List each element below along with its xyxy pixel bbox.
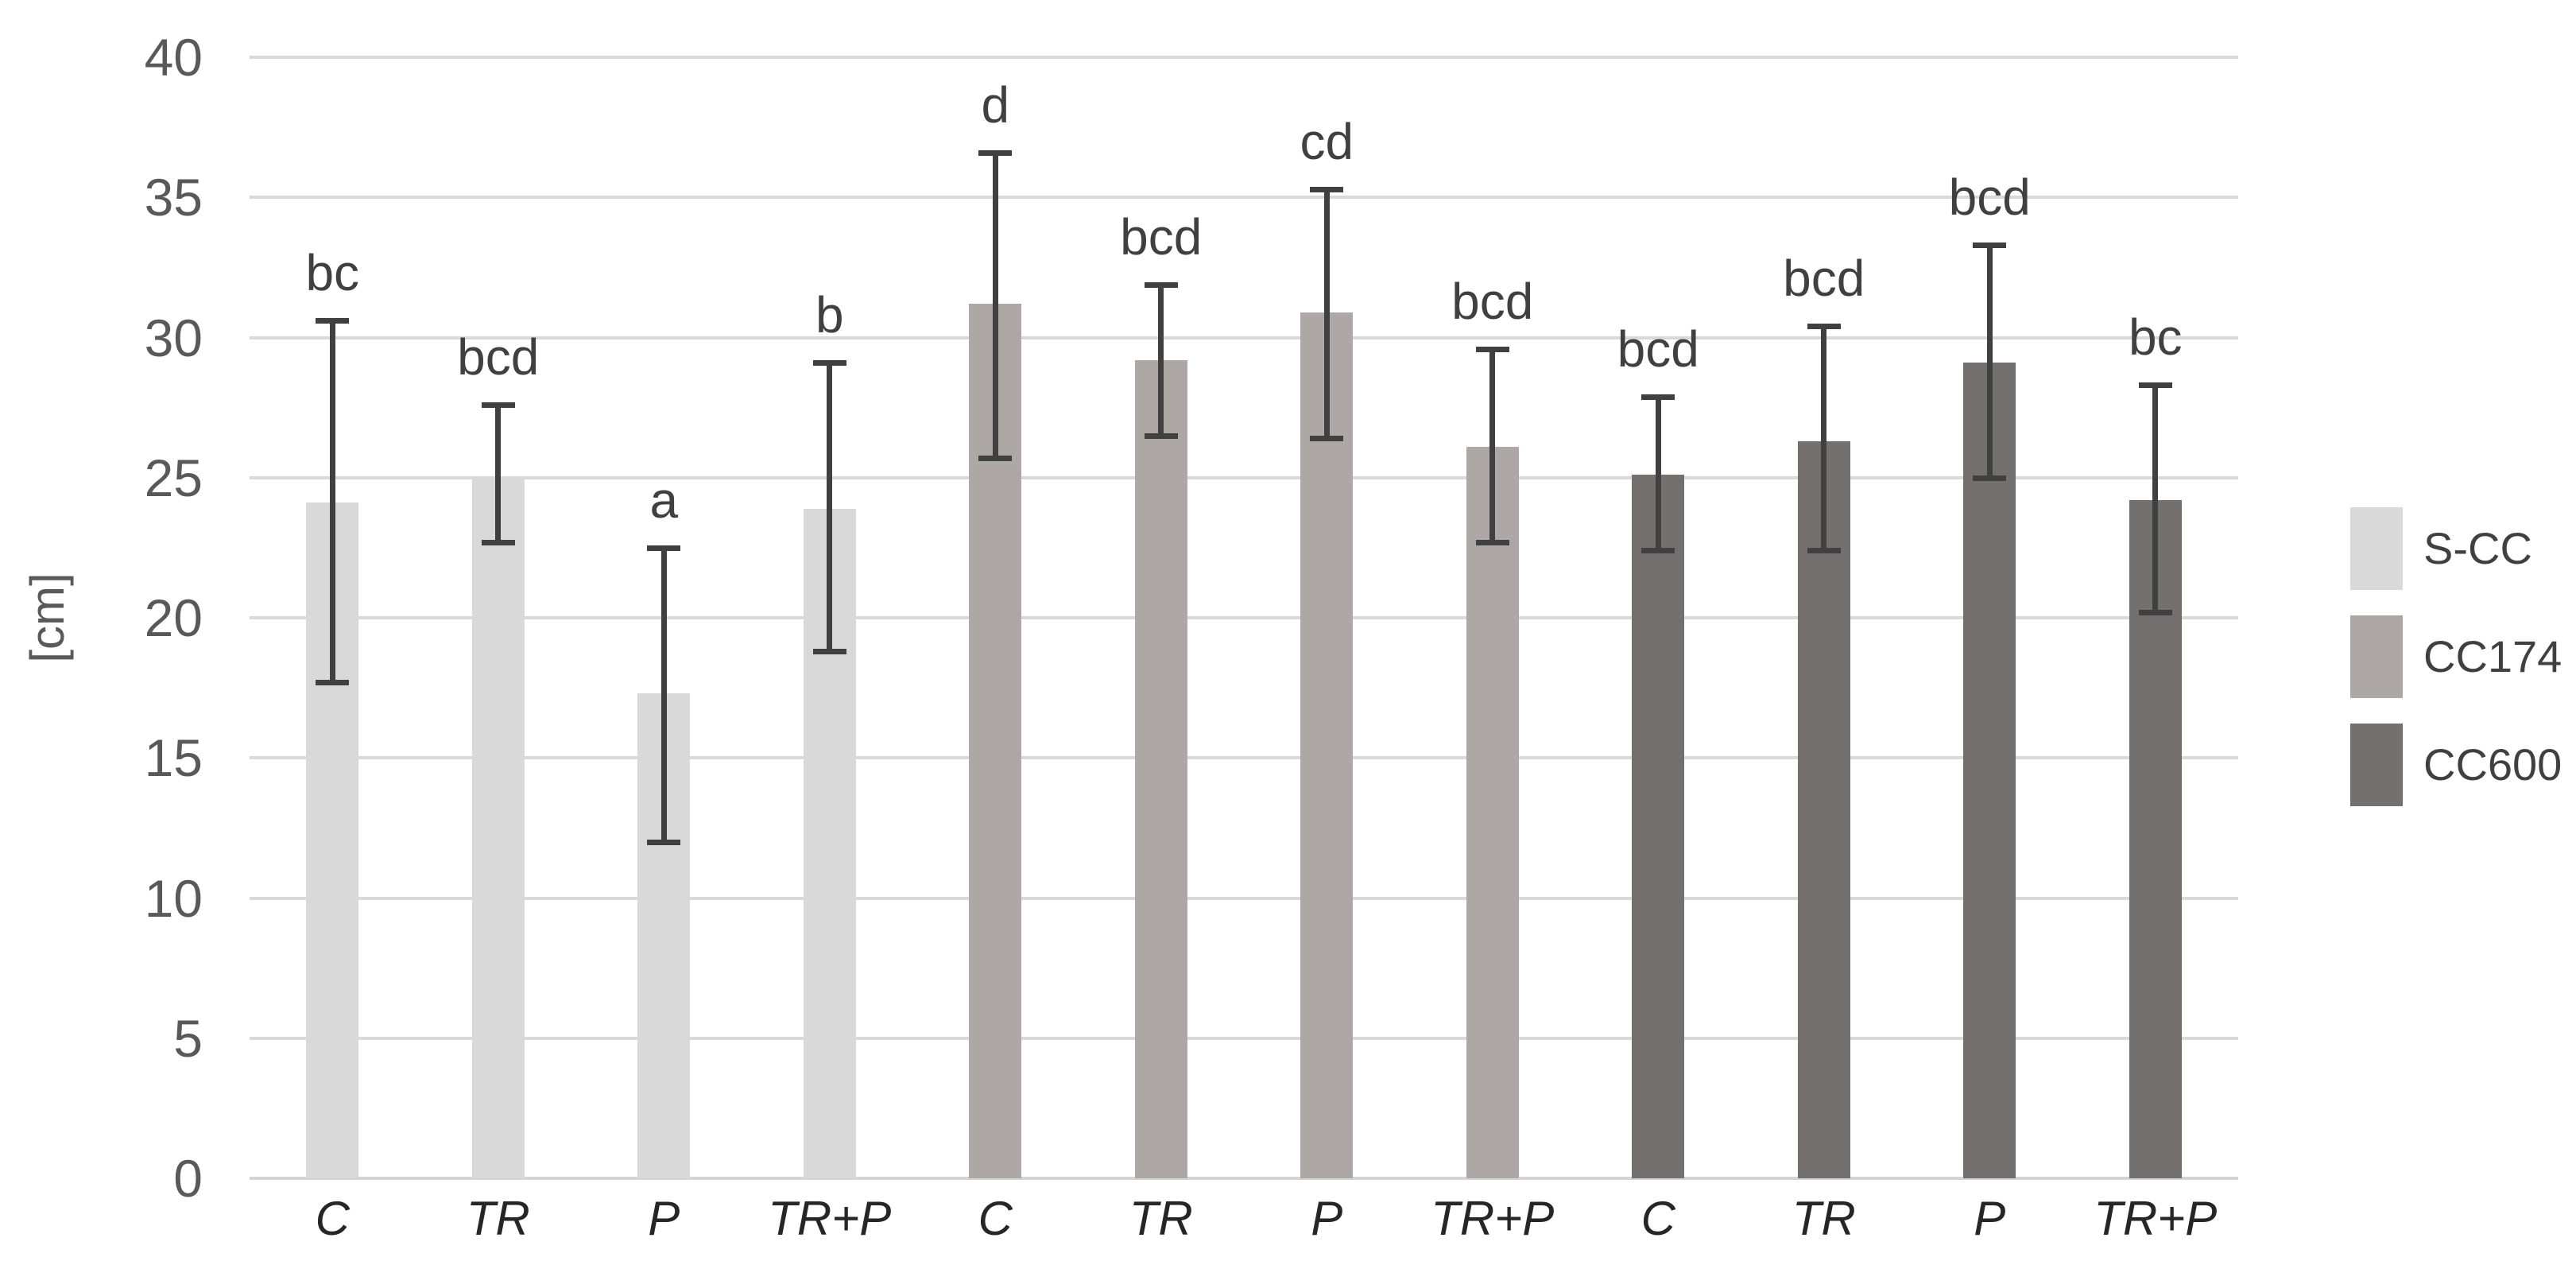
error-bar-bottom-cap	[1973, 475, 2007, 481]
legend-item-S-CC: S-CC	[2350, 506, 2562, 591]
y-tick-label: 35	[144, 168, 203, 227]
error-bar	[827, 363, 833, 652]
gridline	[250, 756, 2238, 760]
y-tick-label: 5	[173, 1008, 203, 1068]
error-bar-bottom-cap	[2138, 609, 2172, 615]
x-category-label: C	[978, 1192, 1013, 1245]
x-category-label: C	[1641, 1192, 1675, 1245]
gridline	[250, 336, 2238, 340]
error-bar-bottom-cap	[481, 539, 515, 545]
error-bar-bottom-cap	[647, 840, 681, 845]
error-bar	[1821, 326, 1827, 551]
bar-CC600-P	[1963, 363, 2016, 1178]
error-bar-bottom-cap	[316, 680, 350, 686]
error-bar-top-cap	[978, 149, 1013, 156]
error-bar-top-cap	[1641, 394, 1675, 400]
bar-S-CC-TR	[471, 477, 525, 1178]
y-tick-label: 25	[144, 448, 203, 507]
x-category-label: TR	[1792, 1192, 1856, 1245]
error-bar-bottom-cap	[1641, 548, 1675, 554]
significance-letter: bcd	[457, 328, 540, 386]
legend-label: CC600	[2423, 739, 2562, 790]
error-bar	[1323, 188, 1330, 439]
significance-letter: bcd	[1451, 272, 1534, 330]
significance-letter: bc	[305, 244, 360, 302]
bar-CC600-C	[1632, 475, 1685, 1178]
significance-letter: bcd	[1948, 169, 2031, 227]
bar-CC174-P	[1300, 312, 1354, 1178]
x-category-label: C	[315, 1192, 350, 1245]
error-bar-top-cap	[1973, 242, 2007, 249]
error-bar	[495, 405, 502, 542]
x-category-label: P	[1974, 1192, 2006, 1245]
gridline	[250, 1036, 2238, 1040]
legend-swatch-icon	[2350, 615, 2403, 698]
significance-letter: a	[649, 471, 679, 529]
x-category-label: P	[1311, 1192, 1343, 1245]
error-bar	[660, 547, 667, 842]
gridline	[250, 196, 2238, 200]
significance-letter: bcd	[1783, 250, 1865, 308]
error-bar	[1489, 348, 1496, 542]
significance-letter: cd	[1300, 112, 1354, 170]
gridline	[250, 896, 2238, 900]
y-tick-label: 30	[144, 308, 203, 367]
bar-CC174-TR	[1134, 359, 1187, 1178]
significance-letter: bcd	[1120, 208, 1203, 266]
x-category-label: TR	[466, 1192, 530, 1245]
legend: S-CC CC174 CC600	[2350, 506, 2562, 807]
legend-swatch-icon	[2350, 724, 2403, 806]
error-bar-top-cap	[1310, 186, 1344, 192]
x-category-label: TR+P	[1431, 1192, 1555, 1245]
legend-item-CC600: CC600	[2350, 723, 2562, 807]
legend-label: CC174	[2423, 631, 2562, 681]
error-bar	[1158, 284, 1164, 436]
gridline	[250, 475, 2238, 479]
error-bar-top-cap	[1475, 346, 1509, 352]
legend-label: S-CC	[2423, 523, 2532, 573]
bar-CC600-TR	[1797, 440, 1850, 1178]
error-bar	[2152, 385, 2159, 612]
bar-CC174-TR+P	[1466, 446, 1519, 1178]
error-bar-bottom-cap	[1310, 436, 1344, 442]
error-bar	[1986, 245, 1993, 478]
error-bar-top-cap	[812, 360, 846, 367]
y-tick-label: 0	[173, 1149, 203, 1208]
error-bar-bottom-cap	[1475, 539, 1509, 545]
legend-swatch-icon	[2350, 507, 2403, 590]
significance-letter: b	[815, 286, 844, 344]
error-bar	[1655, 396, 1661, 551]
x-axis-line	[250, 1177, 2238, 1180]
x-category-label: TR+P	[2094, 1192, 2218, 1245]
x-category-label: P	[648, 1192, 680, 1245]
error-bar-bottom-cap	[978, 456, 1013, 462]
significance-letter: d	[981, 76, 1010, 134]
y-tick-label: 20	[144, 588, 203, 647]
error-bar-top-cap	[481, 402, 515, 409]
error-bar	[329, 320, 335, 683]
x-category-label: TR+P	[768, 1192, 892, 1245]
error-bar-top-cap	[647, 545, 681, 551]
legend-item-CC174: CC174	[2350, 615, 2562, 699]
error-bar-bottom-cap	[1807, 548, 1841, 554]
error-bar-top-cap	[2138, 382, 2172, 389]
error-bar-top-cap	[316, 318, 350, 324]
significance-letter: bc	[2128, 308, 2183, 367]
x-category-label: TR	[1129, 1192, 1193, 1245]
error-bar-bottom-cap	[1144, 433, 1178, 439]
significance-letter: bcd	[1617, 320, 1699, 378]
gridline	[250, 616, 2238, 619]
error-bar-top-cap	[1807, 324, 1841, 330]
gridline	[250, 56, 2238, 59]
error-bar-bottom-cap	[812, 649, 846, 655]
y-tick-label: 10	[144, 868, 203, 928]
y-tick-label: 15	[144, 728, 203, 788]
error-bar-top-cap	[1144, 281, 1178, 288]
y-tick-label: 40	[144, 28, 203, 87]
error-bar	[992, 152, 998, 459]
